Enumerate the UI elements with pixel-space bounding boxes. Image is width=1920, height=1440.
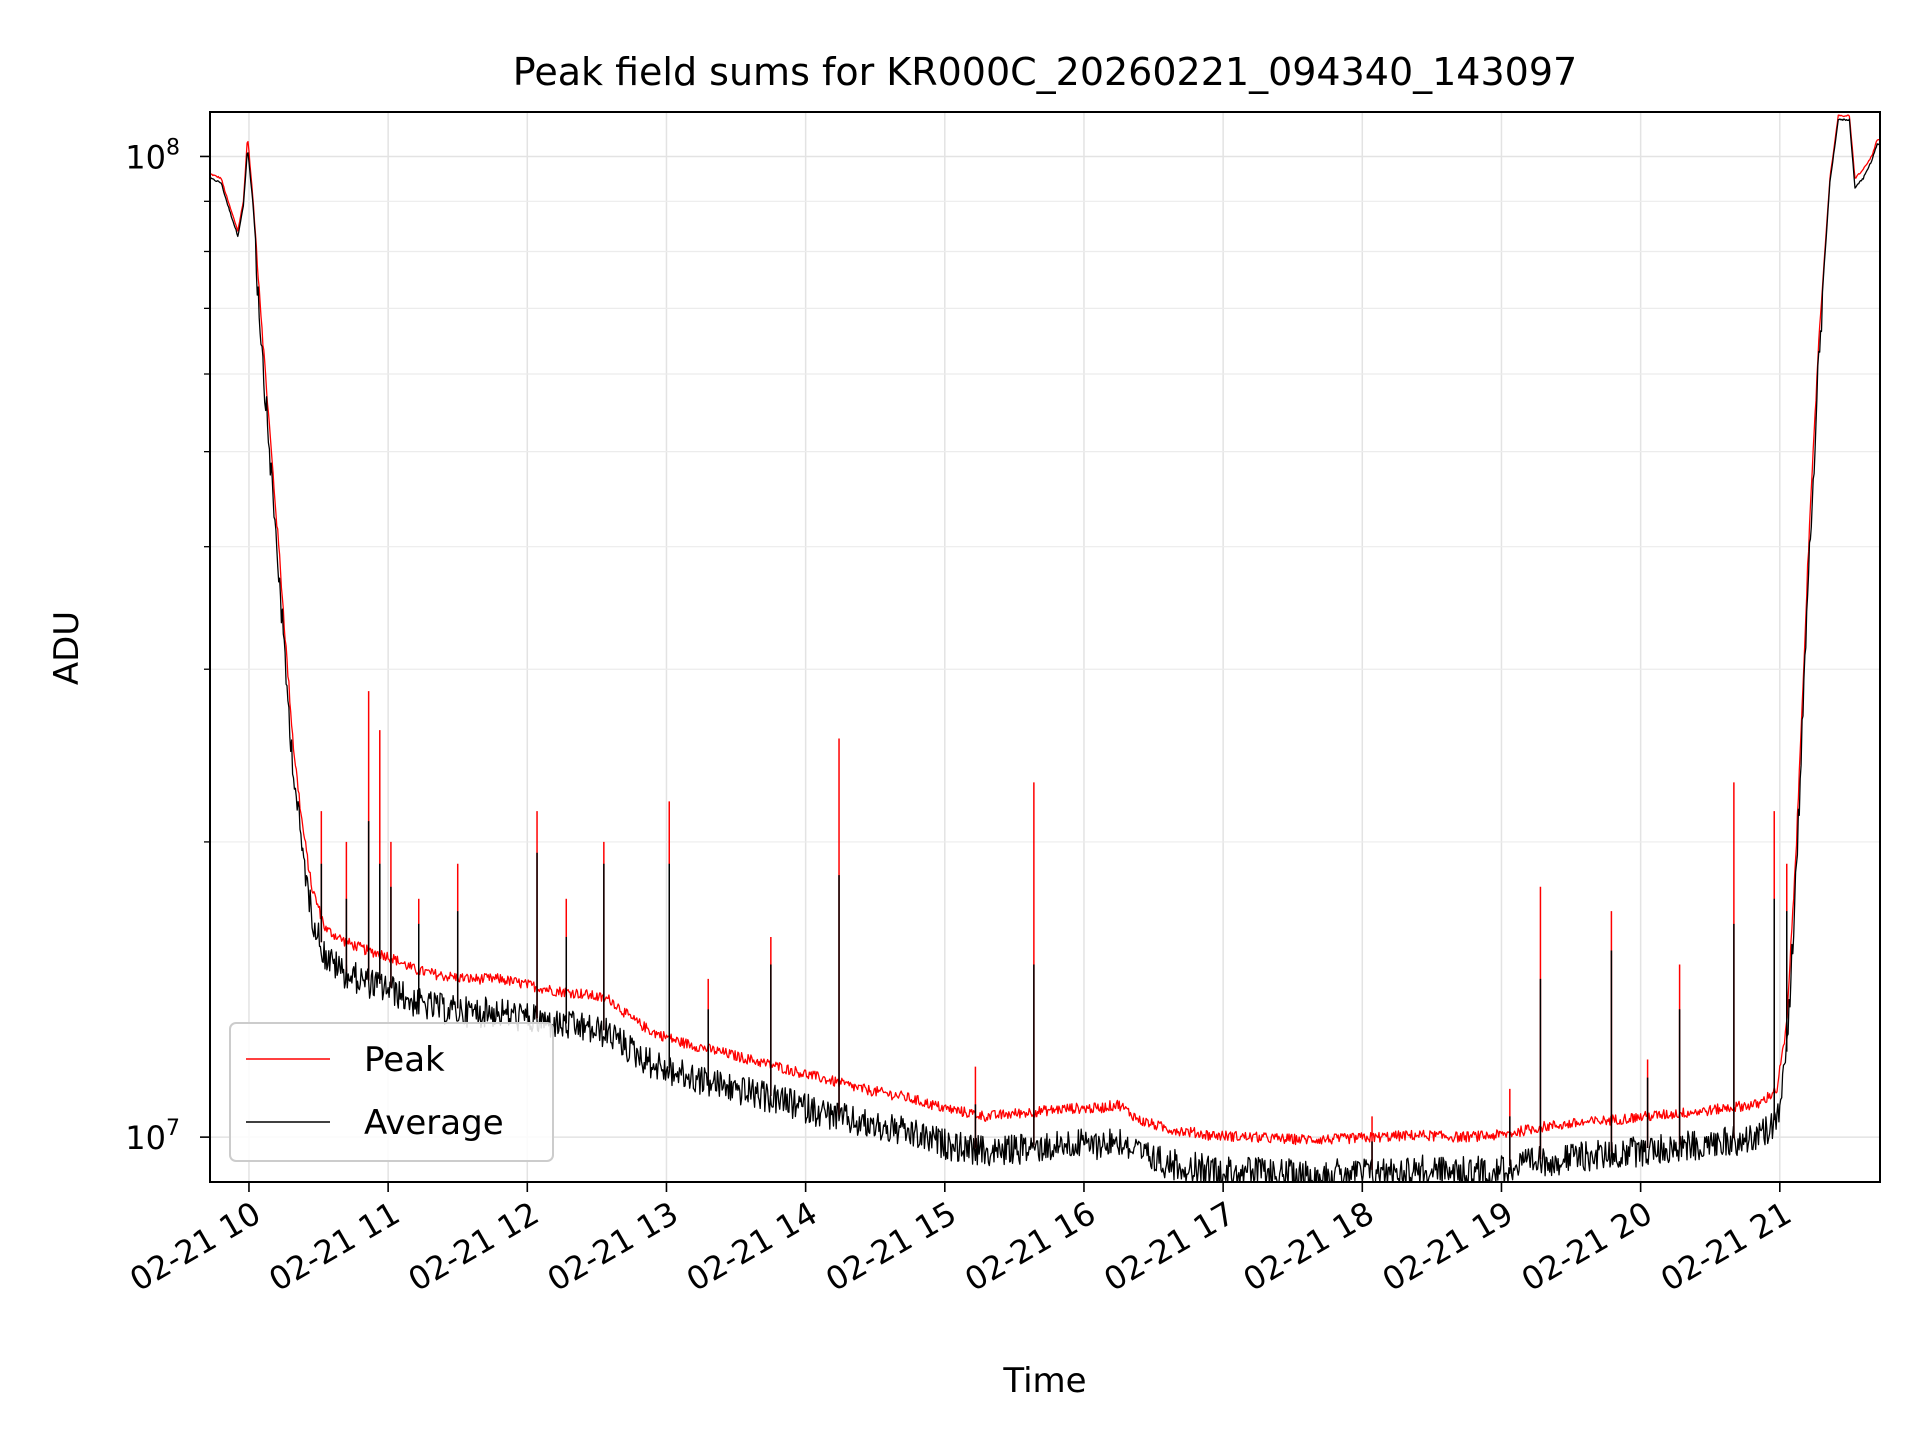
plot-frame (209, 111, 1881, 1183)
legend-average-label: Average (364, 1103, 504, 1143)
peak-series-line (210, 114, 1880, 1146)
legend-box (229, 1022, 554, 1162)
chart-title: Peak field sums for KR000C_20260221_0943… (513, 50, 1577, 94)
series-layer (210, 114, 1880, 1182)
y-axis-label: ADU (47, 611, 87, 685)
average-series-line (210, 118, 1880, 1182)
y-tick-label: 107 (125, 1116, 180, 1157)
legend: Peak Average (229, 1022, 554, 1162)
grid (210, 112, 1880, 1182)
y-tick-label: 108 (125, 135, 180, 176)
x-axis-label: Time (1002, 1361, 1086, 1401)
plot-background (210, 112, 1880, 1182)
y-axis-ticks: 107 108 (125, 135, 210, 1157)
legend-peak-label: Peak (364, 1040, 445, 1080)
